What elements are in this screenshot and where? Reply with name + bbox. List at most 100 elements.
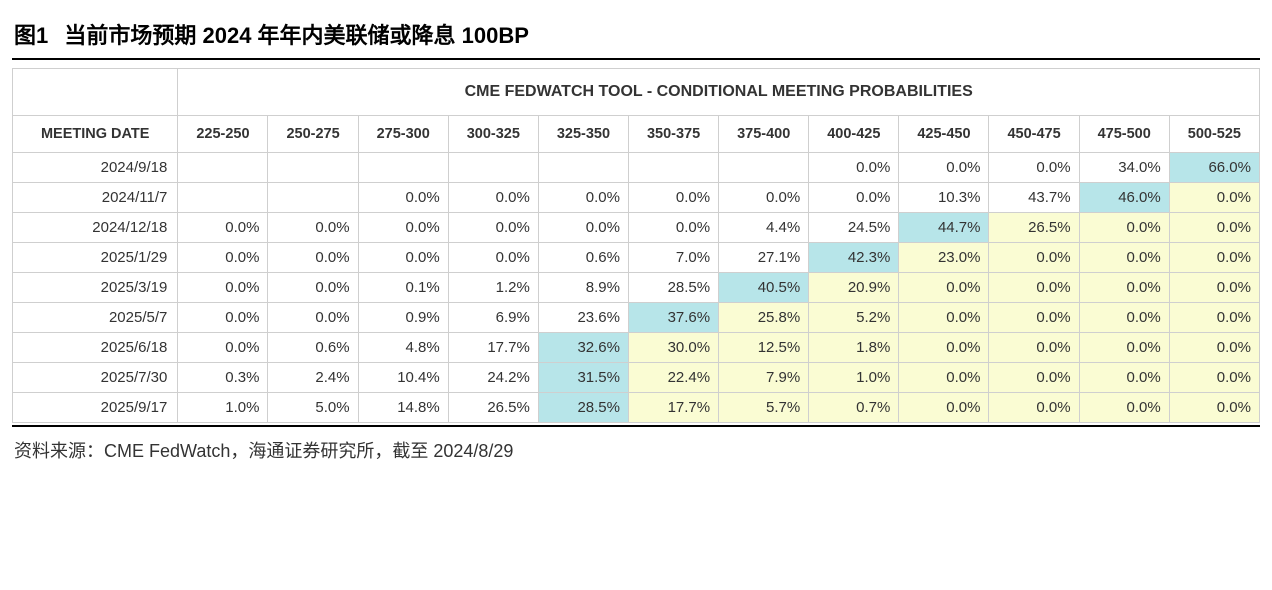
probability-cell: 7.9% [719, 363, 809, 393]
column-header: 425-450 [899, 116, 989, 153]
table-row: 2025/9/171.0%5.0%14.8%26.5%28.5%17.7%5.7… [13, 393, 1260, 423]
probability-cell: 0.0% [809, 153, 899, 183]
probability-cell: 0.0% [1169, 303, 1259, 333]
probability-cell: 0.0% [268, 243, 358, 273]
table-body: 2024/9/180.0%0.0%0.0%34.0%66.0%2024/11/7… [13, 153, 1260, 423]
probability-cell: 10.3% [899, 183, 989, 213]
probability-cell: 12.5% [719, 333, 809, 363]
column-header: 350-375 [628, 116, 718, 153]
probability-cell: 0.0% [538, 183, 628, 213]
probability-cell: 1.0% [809, 363, 899, 393]
column-header: 475-500 [1079, 116, 1169, 153]
probability-cell: 28.5% [628, 273, 718, 303]
probability-cell: 0.7% [809, 393, 899, 423]
table-row: 2024/12/180.0%0.0%0.0%0.0%0.0%0.0%4.4%24… [13, 213, 1260, 243]
probability-cell [178, 183, 268, 213]
probability-cell: 0.0% [1079, 333, 1169, 363]
probability-cell: 0.0% [178, 303, 268, 333]
probability-cell: 0.0% [628, 213, 718, 243]
probability-cell: 28.5% [538, 393, 628, 423]
meeting-date-cell: 2025/7/30 [13, 363, 178, 393]
probability-cell: 0.0% [1169, 273, 1259, 303]
meeting-date-cell: 2024/11/7 [13, 183, 178, 213]
probability-cell [268, 153, 358, 183]
probability-cell: 26.5% [989, 213, 1079, 243]
probability-cell: 0.0% [1079, 273, 1169, 303]
probability-cell: 0.3% [178, 363, 268, 393]
probability-cell: 0.6% [538, 243, 628, 273]
probability-cell: 42.3% [809, 243, 899, 273]
probability-cell: 0.0% [358, 243, 448, 273]
probability-cell: 0.0% [448, 213, 538, 243]
probability-cell: 0.0% [178, 213, 268, 243]
probability-cell: 0.0% [538, 213, 628, 243]
probability-cell: 0.1% [358, 273, 448, 303]
probability-cell: 22.4% [628, 363, 718, 393]
probability-cell: 23.0% [899, 243, 989, 273]
probability-cell: 5.0% [268, 393, 358, 423]
table-wrap: CME FEDWATCH TOOL - CONDITIONAL MEETING … [12, 68, 1260, 427]
probability-cell: 4.8% [358, 333, 448, 363]
column-header: 450-475 [989, 116, 1079, 153]
probability-cell: 4.4% [719, 213, 809, 243]
probability-cell: 0.0% [899, 393, 989, 423]
probability-cell: 10.4% [358, 363, 448, 393]
table-row: 2025/7/300.3%2.4%10.4%24.2%31.5%22.4%7.9… [13, 363, 1260, 393]
probability-cell: 0.0% [899, 333, 989, 363]
probability-cell: 17.7% [628, 393, 718, 423]
probability-cell: 1.8% [809, 333, 899, 363]
probability-cell: 0.0% [989, 153, 1079, 183]
probability-cell: 0.0% [1079, 213, 1169, 243]
probability-cell: 0.0% [448, 243, 538, 273]
column-header: 375-400 [719, 116, 809, 153]
probability-cell: 0.0% [989, 243, 1079, 273]
probability-cell: 25.8% [719, 303, 809, 333]
probability-cell: 0.0% [1079, 243, 1169, 273]
probability-cell [719, 153, 809, 183]
probability-cell: 0.9% [358, 303, 448, 333]
probability-cell: 0.0% [1079, 303, 1169, 333]
probability-cell: 0.0% [989, 303, 1079, 333]
probability-cell: 8.9% [538, 273, 628, 303]
probability-cell: 66.0% [1169, 153, 1259, 183]
probability-cell: 0.6% [268, 333, 358, 363]
probability-cell: 5.7% [719, 393, 809, 423]
probability-cell: 30.0% [628, 333, 718, 363]
probability-cell: 0.0% [628, 183, 718, 213]
column-header: 400-425 [809, 116, 899, 153]
probability-cell: 0.0% [268, 303, 358, 333]
table-row: 2025/3/190.0%0.0%0.1%1.2%8.9%28.5%40.5%2… [13, 273, 1260, 303]
probability-cell: 40.5% [719, 273, 809, 303]
probability-cell [358, 153, 448, 183]
probability-cell: 0.0% [358, 183, 448, 213]
table-row: 2025/6/180.0%0.6%4.8%17.7%32.6%30.0%12.5… [13, 333, 1260, 363]
meeting-date-cell: 2025/1/29 [13, 243, 178, 273]
probability-cell: 0.0% [358, 213, 448, 243]
table-row: 2025/5/70.0%0.0%0.9%6.9%23.6%37.6%25.8%5… [13, 303, 1260, 333]
probability-cell: 0.0% [899, 303, 989, 333]
probability-cell: 31.5% [538, 363, 628, 393]
probability-cell: 0.0% [1079, 363, 1169, 393]
probability-cell: 0.0% [1169, 393, 1259, 423]
column-header-row: MEETING DATE225-250250-275275-300300-325… [13, 116, 1260, 153]
probability-cell: 5.2% [809, 303, 899, 333]
probability-cell: 0.0% [1079, 393, 1169, 423]
meeting-date-cell: 2025/6/18 [13, 333, 178, 363]
probability-cell: 24.5% [809, 213, 899, 243]
probability-cell: 0.0% [809, 183, 899, 213]
probability-cell: 0.0% [989, 393, 1079, 423]
meeting-date-cell: 2025/3/19 [13, 273, 178, 303]
probability-cell: 0.0% [1169, 363, 1259, 393]
column-header: 275-300 [358, 116, 448, 153]
probability-cell: 46.0% [1079, 183, 1169, 213]
probability-cell: 0.0% [178, 243, 268, 273]
figure-title: 图1 当前市场预期 2024 年年内美联储或降息 100BP [12, 12, 1260, 60]
probability-cell: 34.0% [1079, 153, 1169, 183]
probability-cell: 0.0% [448, 183, 538, 213]
probability-cell: 0.0% [268, 213, 358, 243]
super-header-blank [13, 69, 178, 116]
column-header: 300-325 [448, 116, 538, 153]
table-row: 2024/9/180.0%0.0%0.0%34.0%66.0% [13, 153, 1260, 183]
probability-cell [178, 153, 268, 183]
probability-cell: 20.9% [809, 273, 899, 303]
